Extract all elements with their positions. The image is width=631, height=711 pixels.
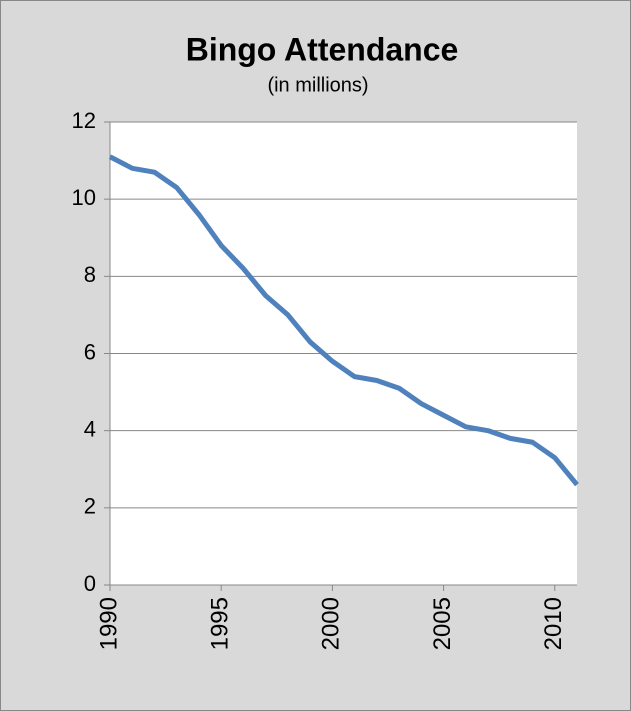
chart-title: Bingo Attendance xyxy=(186,31,459,67)
x-tick-label: 2000 xyxy=(318,597,345,650)
y-tick-label: 8 xyxy=(84,262,96,287)
y-tick-label: 12 xyxy=(72,108,96,133)
y-tick-label: 4 xyxy=(84,416,96,441)
chart-subtitle: (in millions) xyxy=(267,74,368,96)
y-tick-label: 10 xyxy=(72,185,96,210)
data-line xyxy=(108,154,579,487)
x-tick-label: 2010 xyxy=(540,597,567,650)
y-tick-label: 6 xyxy=(84,339,96,364)
x-tick-label: 2005 xyxy=(429,597,456,650)
x-tick-label: 1995 xyxy=(207,597,234,650)
y-tick-label: 0 xyxy=(84,571,96,596)
x-tick-label: 1990 xyxy=(95,597,122,650)
y-tick-label: 2 xyxy=(84,494,96,519)
